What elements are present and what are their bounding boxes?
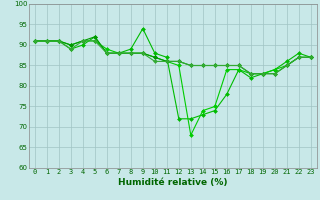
X-axis label: Humidité relative (%): Humidité relative (%) [118,178,228,187]
